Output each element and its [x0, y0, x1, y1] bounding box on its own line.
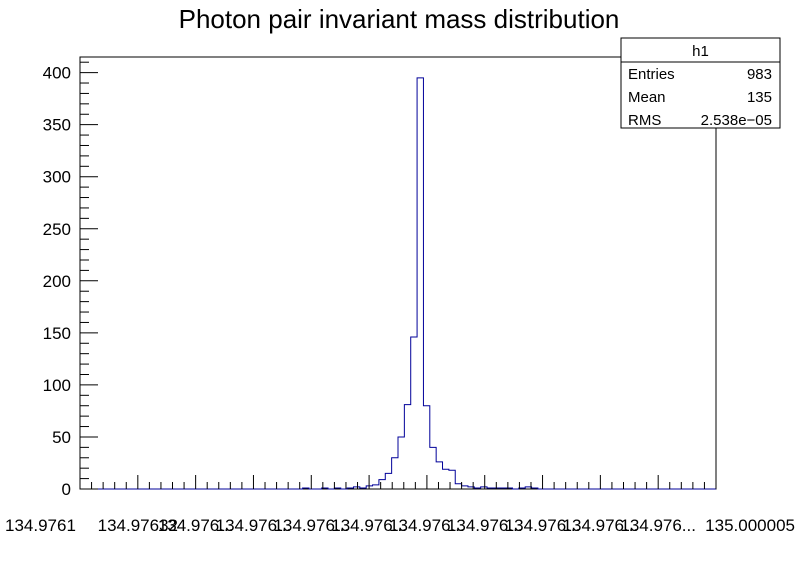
plot-frame	[79, 56, 717, 490]
histogram-bin	[385, 473, 391, 489]
histogram-bin	[436, 462, 442, 489]
y-tick-label: 50	[52, 428, 71, 447]
x-tick-label: 134.976...	[620, 516, 696, 535]
y-tick-label: 350	[43, 116, 71, 135]
histogram-bin	[455, 484, 461, 489]
y-tick-label: 400	[43, 64, 71, 83]
x-tick-label: 134.976...	[273, 516, 349, 535]
x-tick-label: 134.976...	[563, 516, 639, 535]
stats-rms-value: 2.538e−05	[701, 112, 772, 129]
x-tick-label: 134.97632	[98, 516, 178, 535]
histogram-series-line	[80, 77, 716, 490]
histogram-bin	[411, 337, 417, 489]
x-tick-label: 134.9761	[5, 516, 76, 535]
stats-mean-label: Mean	[628, 89, 666, 106]
x-tick-label: 135.000005	[705, 516, 795, 535]
y-tick-label: 250	[43, 220, 71, 239]
histogram-bin	[430, 447, 436, 489]
histogram-bin	[443, 469, 449, 489]
stats-rms-label: RMS	[628, 112, 661, 129]
x-tick-label: 134.976...	[158, 516, 234, 535]
y-tick-label: 100	[43, 376, 71, 395]
stats-entries-label: Entries	[628, 66, 675, 83]
stats-entries-value: 983	[747, 66, 772, 83]
y-tick-label: 300	[43, 168, 71, 187]
x-tick-label: 134.976...	[447, 516, 523, 535]
stats-box-name: h1	[692, 43, 709, 60]
histogram-bin	[379, 480, 385, 489]
histogram-bin	[373, 485, 379, 489]
y-tick-label: 0	[62, 480, 71, 499]
chart-title: Photon pair invariant mass distribution	[179, 4, 620, 34]
x-tick-label: 134.976...	[331, 516, 407, 535]
stats-box	[620, 37, 781, 129]
histogram-bin	[398, 437, 404, 489]
x-tick-label: 134.976...	[505, 516, 581, 535]
x-tick-label: 134.976...	[216, 516, 292, 535]
histogram-bin	[417, 78, 423, 489]
stats-mean-value: 135	[747, 89, 772, 106]
y-tick-label: 150	[43, 324, 71, 343]
histogram-bin	[404, 405, 410, 489]
x-tick-label: 134.976...	[389, 516, 465, 535]
y-tick-label: 200	[43, 272, 71, 291]
